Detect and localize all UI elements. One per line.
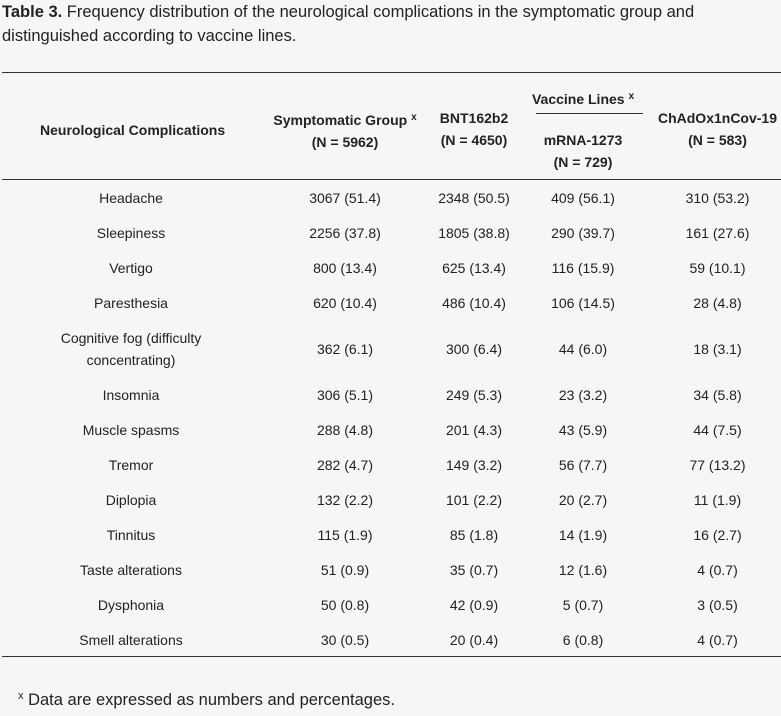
cell-chadox1ncov-19: 310 (53.2) [685, 190, 750, 206]
cell-complication: Sleepiness [96, 225, 166, 241]
footnote-text: Data are expressed as numbers and percen… [23, 691, 395, 709]
cell-bnt162b2: 35 (0.7) [449, 562, 499, 578]
cell-chadox1ncov-19: 59 (10.1) [689, 260, 746, 276]
cell-chadox1ncov-19: 16 (2.7) [693, 527, 742, 543]
cell-symptomatic: 3067 (51.4) [309, 190, 381, 206]
cell-mrna-1273: 44 (6.0) [558, 341, 608, 357]
header-symptomatic-group: Symptomatic Group x (N = 5962) [264, 107, 426, 153]
cell-bnt162b2: 249 (5.3) [445, 387, 503, 403]
cell-chadox1ncov-19: 4 (0.7) [697, 562, 738, 578]
cell-bnt162b2: 85 (1.8) [449, 527, 499, 543]
cell-mrna-1273: 290 (39.7) [551, 225, 615, 241]
cell-symptomatic: 2256 (37.8) [309, 225, 381, 241]
header-chadox1ncov-19: ChAdOx1nCov-19 (N = 583) [650, 107, 781, 151]
table-header-rule [2, 179, 781, 180]
header-mrna-name: mRNA-1273 [543, 132, 623, 148]
cell-bnt162b2: 2348 (50.5) [438, 190, 510, 206]
cell-bnt162b2: 149 (3.2) [445, 457, 503, 473]
header-chad-name: ChAdOx1nCov-19 [657, 110, 778, 126]
cell-mrna-1273: 106 (14.5) [551, 295, 615, 311]
table-label: Table 3. [2, 3, 63, 21]
cell-mrna-1273: 409 (56.1) [551, 190, 615, 206]
cell-complication: Smell alterations [79, 632, 183, 648]
caption-text-line2: distinguished according to vaccine lines… [2, 27, 297, 45]
cell-mrna-1273: 20 (2.7) [558, 492, 608, 508]
cell-symptomatic: 306 (5.1) [316, 387, 374, 403]
cell-chadox1ncov-19: 77 (13.2) [689, 457, 746, 473]
cell-complication: Paresthesia [94, 295, 168, 311]
cell-symptomatic: 800 (13.4) [313, 260, 377, 276]
cell-symptomatic: 282 (4.7) [316, 457, 374, 473]
header-complications: Neurological Complications [40, 122, 226, 138]
header-vaccine-lines: Vaccine Lines x [524, 86, 642, 110]
cell-complication: Insomnia [102, 387, 160, 403]
header-symptomatic-mark: x [411, 112, 417, 123]
cell-symptomatic: 620 (10.4) [313, 295, 377, 311]
cell-bnt162b2: 625 (13.4) [442, 260, 506, 276]
cell-chadox1ncov-19: 161 (27.6) [685, 225, 750, 241]
cell-mrna-1273: 5 (0.7) [562, 597, 604, 613]
cell-mrna-1273: 6 (0.8) [562, 632, 604, 648]
header-symptomatic-name: Symptomatic Group [273, 112, 408, 128]
table-caption: Table 3. Frequency distribution of the n… [2, 0, 781, 48]
cell-chadox1ncov-19: 28 (4.8) [693, 295, 742, 311]
cell-chadox1ncov-19: 34 (5.8) [693, 387, 742, 403]
caption-text-line1: Frequency distribution of the neurologic… [62, 3, 695, 21]
cell-complication: Cognitive fog (difficulty concentrating) [60, 330, 202, 368]
header-bnt162b2: BNT162b2 (N = 4650) [425, 107, 523, 151]
cell-chadox1ncov-19: 44 (7.5) [693, 422, 742, 438]
header-chad-n: (N = 583) [688, 132, 747, 148]
cell-bnt162b2: 101 (2.2) [445, 492, 503, 508]
cell-symptomatic: 30 (0.5) [320, 632, 370, 648]
cell-symptomatic: 288 (4.8) [316, 422, 374, 438]
cell-complication: Vertigo [109, 260, 153, 276]
cell-mrna-1273: 56 (7.7) [558, 457, 608, 473]
cell-mrna-1273: 43 (5.9) [558, 422, 608, 438]
cell-symptomatic: 51 (0.9) [320, 562, 370, 578]
cell-bnt162b2: 201 (4.3) [445, 422, 503, 438]
cell-complication: Diplopia [105, 492, 157, 508]
table-footnote: x Data are expressed as numbers and perc… [18, 685, 395, 711]
header-mrna-n: (N = 729) [553, 154, 613, 170]
cell-complication: Tremor [108, 457, 154, 473]
cell-bnt162b2: 486 (10.4) [442, 295, 506, 311]
cell-symptomatic: 132 (2.2) [316, 492, 374, 508]
cell-bnt162b2: 20 (0.4) [449, 632, 499, 648]
footnote-mark: x [18, 690, 24, 702]
header-symptomatic-n: (N = 5962) [311, 134, 379, 150]
cell-complication: Taste alterations [80, 562, 182, 578]
cell-symptomatic: 115 (1.9) [317, 527, 373, 543]
header-vaccine-lines-mark: x [628, 91, 635, 102]
cell-mrna-1273: 14 (1.9) [558, 527, 608, 543]
cell-bnt162b2: 42 (0.9) [449, 597, 499, 613]
table-bottom-rule [2, 656, 781, 657]
vaccine-lines-subrule [536, 113, 643, 114]
header-bnt-name: BNT162b2 [439, 110, 509, 126]
header-bnt-n: (N = 4650) [440, 132, 508, 148]
cell-complication: Headache [99, 190, 163, 206]
cell-complication: Tinnitus [106, 527, 156, 543]
cell-chadox1ncov-19: 11 (1.9) [693, 492, 742, 508]
cell-chadox1ncov-19: 3 (0.5) [697, 597, 738, 613]
cell-chadox1ncov-19: 4 (0.7) [697, 632, 738, 648]
cell-symptomatic: 362 (6.1) [316, 341, 374, 357]
cell-bnt162b2: 1805 (38.8) [438, 225, 510, 241]
header-mrna-1273: mRNA-1273 (N = 729) [528, 129, 638, 173]
cell-mrna-1273: 116 (15.9) [551, 260, 615, 276]
cell-mrna-1273: 12 (1.6) [558, 562, 608, 578]
cell-mrna-1273: 23 (3.2) [558, 387, 608, 403]
cell-complication: Muscle spasms [82, 422, 180, 438]
cell-bnt162b2: 300 (6.4) [445, 341, 503, 357]
cell-symptomatic: 50 (0.8) [320, 597, 370, 613]
header-vaccine-lines-label: Vaccine Lines [531, 91, 625, 107]
table-top-rule [2, 72, 781, 73]
cell-chadox1ncov-19: 18 (3.1) [693, 341, 742, 357]
cell-complication: Dysphonia [97, 597, 165, 613]
